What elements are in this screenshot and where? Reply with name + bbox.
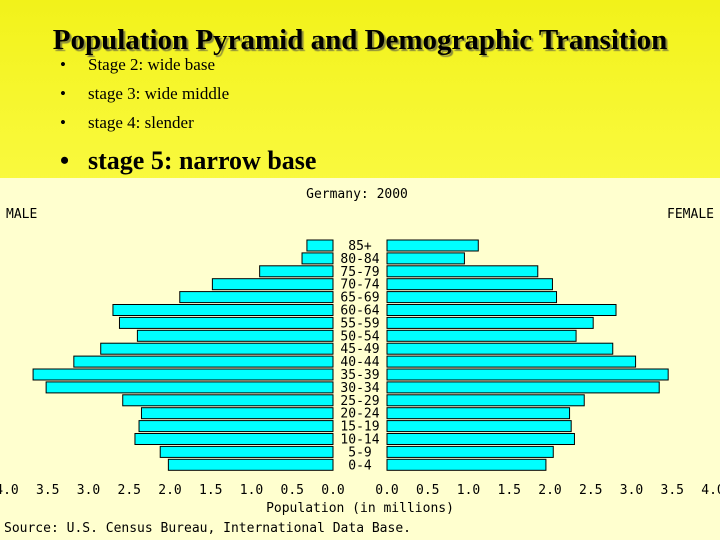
age-label-65-69: 65-69 <box>340 291 379 306</box>
age-label-15-19: 15-19 <box>340 420 379 435</box>
age-label-55-59: 55-59 <box>340 316 379 331</box>
age-label-45-49: 45-49 <box>340 342 379 357</box>
bullet-text: stage 4: slender <box>88 113 194 132</box>
female-bar-35-39 <box>386 368 669 381</box>
age-group-labels: 85+80-8475-7970-7465-6960-6455-5950-5445… <box>340 239 379 473</box>
age-label-35-39: 35-39 <box>340 368 379 383</box>
bullet-icon: • <box>60 146 70 175</box>
male-bar-80-84 <box>301 252 334 265</box>
population-pyramid-chart: Germany: 2000 MALE FEMALE 85+ 80-84 75-79 7… <box>0 178 720 540</box>
female-tick-label: 1.5 <box>498 483 521 498</box>
age-label-10-14: 10-14 <box>340 433 379 448</box>
bullet-text: stage 3: wide middle <box>88 84 230 103</box>
female-bar-15-19 <box>386 420 572 433</box>
female-tick-label: 2.0 <box>538 483 561 498</box>
male-tick-label: 0.5 <box>281 483 304 498</box>
bullet-item: • Stage 2: wide base <box>60 54 229 83</box>
male-bar-5-9 <box>159 445 334 458</box>
male-bar-85+ <box>306 239 334 252</box>
female-bar-5-9 <box>386 445 554 458</box>
age-label-40-44: 40-44 <box>340 355 379 370</box>
male-bar-30-34 <box>45 381 334 394</box>
bullet-item: • stage 3: wide middle <box>60 83 229 112</box>
female-bar-60-64 <box>386 304 617 316</box>
age-label-70-74: 70-74 <box>340 278 379 293</box>
age-label-5-9: 5-9 <box>348 445 371 460</box>
female-tick-label: 0.5 <box>416 483 439 498</box>
age-label-25-29: 25-29 <box>340 394 379 409</box>
female-bar-65-69 <box>386 291 558 304</box>
age-label-50-54: 50-54 <box>340 329 379 344</box>
female-tick-label: 3.0 <box>620 483 643 498</box>
bullet-item: • stage 4: slender <box>60 112 229 141</box>
chart-title: Germany: 2000 <box>306 187 408 202</box>
female-bar-45-49 <box>386 342 614 355</box>
female-bar-40-44 <box>386 355 637 368</box>
male-tick-label: 2.5 <box>118 483 141 498</box>
male-bars <box>32 239 334 471</box>
age-label-60-64: 60-64 <box>340 304 379 319</box>
female-tick-label: 0.0 <box>375 483 398 498</box>
age-label-0-4: 0-4 <box>348 458 372 473</box>
bullet-icon: • <box>60 113 66 132</box>
male-bar-40-44 <box>73 355 334 368</box>
male-tick-label: 3.5 <box>36 483 59 498</box>
age-label-75-79: 75-79 <box>340 265 379 280</box>
bullet-icon: • <box>60 84 66 103</box>
male-bar-45-49 <box>100 342 334 355</box>
female-bar-70-74 <box>386 278 553 291</box>
male-bar-65-69 <box>179 291 334 304</box>
male-bar-35-39 <box>32 368 334 381</box>
female-bar-55-59 <box>386 316 594 329</box>
female-bar-85+ <box>386 239 479 252</box>
male-tick-label: 1.0 <box>240 483 263 498</box>
male-tick-label: 4.0 <box>0 483 19 498</box>
male-tick-label: 1.5 <box>199 483 222 498</box>
male-tick-label: 2.0 <box>158 483 181 498</box>
x-axis-title: Population (in millions) <box>266 501 454 516</box>
female-bar-25-29 <box>386 394 585 407</box>
age-label-30-34: 30-34 <box>340 381 379 396</box>
female-tick-label: 3.5 <box>661 483 684 498</box>
female-bar-0-4 <box>386 458 547 471</box>
female-bar-10-14 <box>386 433 575 445</box>
female-tick-label: 4.0 <box>701 483 720 498</box>
female-axis-ticks: 4.0 3.5 3.0 2.5 2.0 1.5 1.0 0.5 0.0 <box>375 483 720 498</box>
bullet-text: Stage 2: wide base <box>88 55 215 74</box>
male-axis-ticks: 4.0 3.5 3.0 2.5 2.0 1.5 1.0 0.5 0.0 <box>0 483 345 498</box>
slide-title: Population Pyramid and Demographic Trans… <box>52 24 668 56</box>
male-bar-75-79 <box>259 265 334 278</box>
male-bar-25-29 <box>122 394 334 407</box>
female-tick-label: 2.5 <box>579 483 602 498</box>
female-bar-50-54 <box>386 329 577 342</box>
male-bar-15-19 <box>138 420 334 433</box>
male-bar-70-74 <box>211 278 334 291</box>
male-label: MALE <box>6 207 37 222</box>
source-note: Source: U.S. Census Bureau, Internationa… <box>4 521 411 536</box>
male-bar-20-24 <box>140 407 334 420</box>
male-bar-60-64 <box>112 304 334 316</box>
bullet-icon: • <box>60 55 66 74</box>
highlight-bullet-text: stage 5: narrow base <box>88 146 317 175</box>
female-bar-30-34 <box>386 381 660 394</box>
male-bar-10-14 <box>134 433 334 445</box>
female-bar-20-24 <box>386 407 571 420</box>
female-bar-80-84 <box>386 252 465 265</box>
male-tick-label: 3.0 <box>77 483 100 498</box>
male-tick-label: 0.0 <box>321 483 344 498</box>
female-bar-75-79 <box>386 265 539 278</box>
chart-svg: Germany: 2000 MALE FEMALE 85+80-8475-797… <box>0 187 720 536</box>
male-bar-0-4 <box>167 458 334 471</box>
female-tick-label: 1.0 <box>457 483 480 498</box>
age-label-20-24: 20-24 <box>340 407 379 422</box>
male-bar-55-59 <box>118 316 334 329</box>
bullet-list: • Stage 2: wide base • stage 3: wide middl… <box>60 54 229 141</box>
male-bar-50-54 <box>136 329 334 342</box>
female-bars <box>386 239 669 471</box>
age-label-85+: 85+ <box>348 239 372 254</box>
highlight-bullet: • stage 5: narrow base <box>60 146 316 176</box>
female-label: FEMALE <box>667 207 714 222</box>
age-label-80-84: 80-84 <box>340 252 379 267</box>
